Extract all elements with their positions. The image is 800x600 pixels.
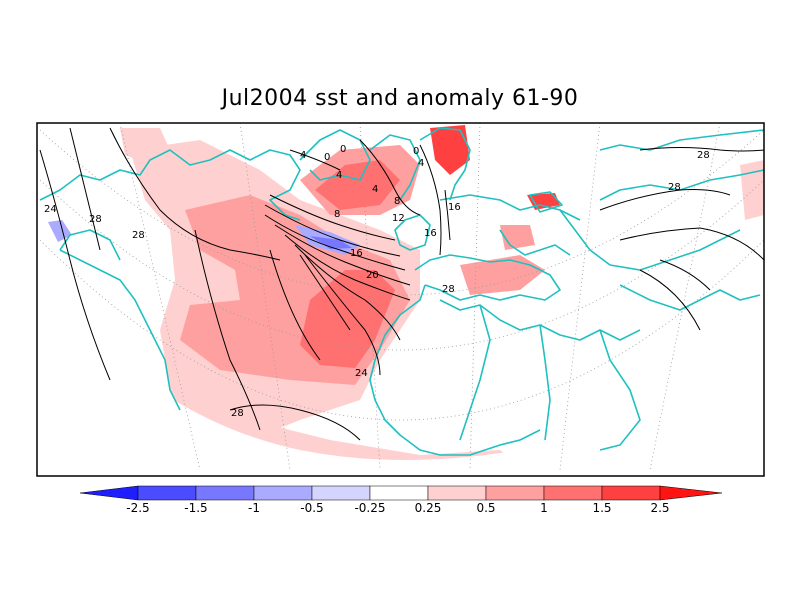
contour-label: 16 xyxy=(448,202,461,213)
contour-label: 28 xyxy=(697,150,710,161)
colorbar-label: 1 xyxy=(540,501,548,515)
colorbar-label: -1.5 xyxy=(184,501,207,515)
colorbar-arrow-right xyxy=(659,485,723,501)
colorbar-label: 1.5 xyxy=(592,501,611,515)
contour-label: 4 xyxy=(336,170,342,181)
anomaly-strong-area xyxy=(300,270,395,368)
contour-label: 28 xyxy=(668,182,681,193)
anomaly-shading xyxy=(48,125,764,460)
colorbar-label: -0.5 xyxy=(300,501,323,515)
sst-contours xyxy=(39,127,764,441)
colorbar-segment xyxy=(137,485,197,501)
contour-label: 8 xyxy=(334,209,340,220)
contour-label: 8 xyxy=(394,196,400,207)
colorbar-segment xyxy=(195,485,255,501)
contour-label: 16 xyxy=(424,228,437,239)
contour-label: 20 xyxy=(366,270,379,281)
colorbar-label: 0.5 xyxy=(476,501,495,515)
colorbar-segment xyxy=(601,485,661,501)
contour-label: 28 xyxy=(231,408,244,419)
contour-label: 16 xyxy=(350,248,363,259)
map-frame xyxy=(36,122,765,477)
colorbar-segment xyxy=(253,485,313,501)
contour-label: 24 xyxy=(355,368,368,379)
contour-label: 4 xyxy=(300,150,306,161)
colorbar-segment xyxy=(485,485,545,501)
anomaly-warm-area xyxy=(460,255,545,295)
anomaly-strong-area xyxy=(315,160,400,210)
colorbar-label: -2.5 xyxy=(126,501,149,515)
contour-label: 24 xyxy=(44,204,57,215)
anomaly-strong-area xyxy=(430,125,470,175)
contour-label: 0 xyxy=(324,152,330,163)
anomaly-warm-area xyxy=(740,160,764,220)
colorbar-segment xyxy=(427,485,487,501)
colorbar-label: -0.25 xyxy=(354,501,385,515)
colorbar-label: 2.5 xyxy=(650,501,669,515)
colorbar-label: -1 xyxy=(248,501,260,515)
colorbar-segment xyxy=(311,485,371,501)
anomaly-cool-area xyxy=(48,220,72,242)
colorbar-label: 0.25 xyxy=(415,501,442,515)
contour-label: 0 xyxy=(340,144,346,155)
contour-label: 28 xyxy=(442,284,455,295)
colorbar-labels: -2.5 -1.5 -1 -0.5 -0.25 0.25 0.5 1 1.5 2… xyxy=(126,501,669,515)
contour-label: 12 xyxy=(392,213,405,224)
colorbar-arrow-left xyxy=(79,485,139,501)
contour-label: 28 xyxy=(132,230,145,241)
colorbar-segment xyxy=(543,485,603,501)
contour-labels: 24 28 28 28 4 4 4 0 0 0 4 8 8 12 16 16 1… xyxy=(44,144,710,419)
contour-label: 4 xyxy=(372,184,378,195)
map-title: Jul2004 sst and anomaly 61-90 xyxy=(221,86,579,111)
contour-label: 4 xyxy=(418,158,424,169)
colorbar-boxes xyxy=(79,485,723,501)
colorbar-segment xyxy=(369,485,429,501)
contour-label: 28 xyxy=(89,214,102,225)
contour-label: 0 xyxy=(413,146,419,157)
anomaly-cool-area xyxy=(310,236,352,249)
